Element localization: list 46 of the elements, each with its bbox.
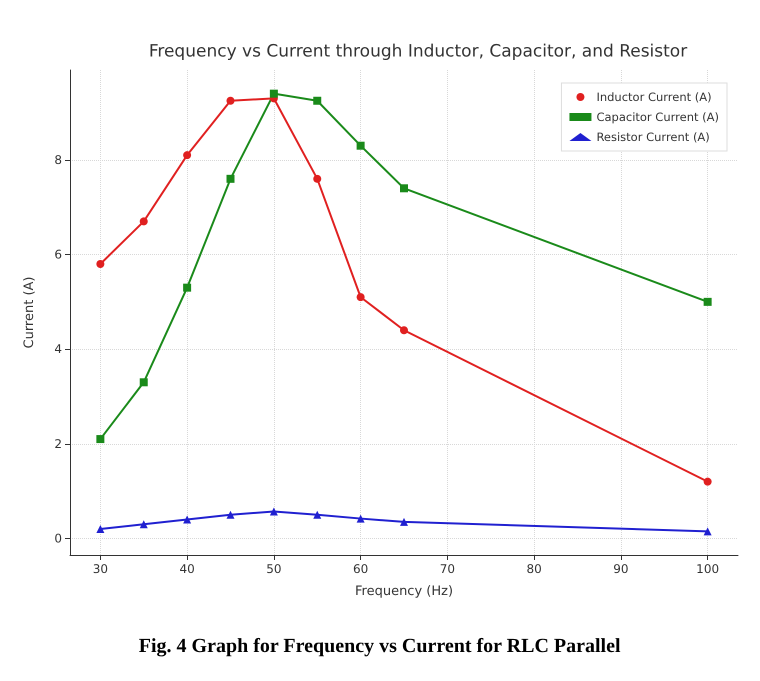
point — [356, 142, 365, 150]
point — [183, 284, 192, 292]
point — [400, 184, 408, 192]
point — [183, 516, 192, 524]
point — [356, 293, 365, 302]
point — [226, 510, 234, 519]
point — [140, 520, 148, 528]
point — [313, 96, 322, 105]
point — [313, 174, 322, 183]
y-axis-title: Current (A) — [22, 276, 37, 348]
point — [704, 527, 712, 536]
point — [313, 510, 322, 519]
x-tick-label: 50 — [266, 562, 282, 576]
x-tick-label: 60 — [352, 562, 368, 576]
point — [400, 326, 408, 334]
point — [140, 378, 148, 386]
point — [140, 217, 148, 226]
x-tick-label: 30 — [92, 562, 108, 576]
chart-title: Frequency vs Current through Inductor, Capacitor, and Resistor — [148, 42, 688, 62]
point — [183, 151, 192, 160]
x-tick-label: 70 — [440, 562, 456, 576]
point — [226, 174, 234, 183]
x-tick-label: 80 — [526, 562, 542, 576]
y-tick-label: 2 — [54, 436, 62, 451]
y-tick-label: 6 — [54, 248, 62, 262]
legend-label: Resistor Current (A) — [596, 130, 710, 144]
y-tick-label: 0 — [54, 531, 62, 546]
x-tick-label: 90 — [613, 562, 629, 576]
point — [270, 90, 278, 98]
point — [226, 96, 234, 105]
legend-label: Inductor Current (A) — [596, 90, 712, 104]
x-tick-label: 40 — [179, 562, 195, 576]
point — [400, 518, 408, 526]
point — [96, 260, 104, 268]
caption: Fig. 4 Graph for Frequency vs Current for RLC Parallel — [138, 635, 621, 657]
legend-label: Capacitor Current (A) — [596, 110, 720, 124]
point — [96, 524, 104, 533]
point — [356, 514, 365, 523]
x-tick-label: 100 — [696, 562, 720, 576]
y-tick-label: 4 — [54, 342, 62, 356]
point — [704, 478, 712, 486]
point — [96, 435, 104, 444]
y-tick-label: 8 — [54, 152, 62, 167]
point — [704, 298, 712, 306]
x-axis-title: Frequency (Hz) — [354, 584, 454, 599]
point — [270, 507, 278, 516]
